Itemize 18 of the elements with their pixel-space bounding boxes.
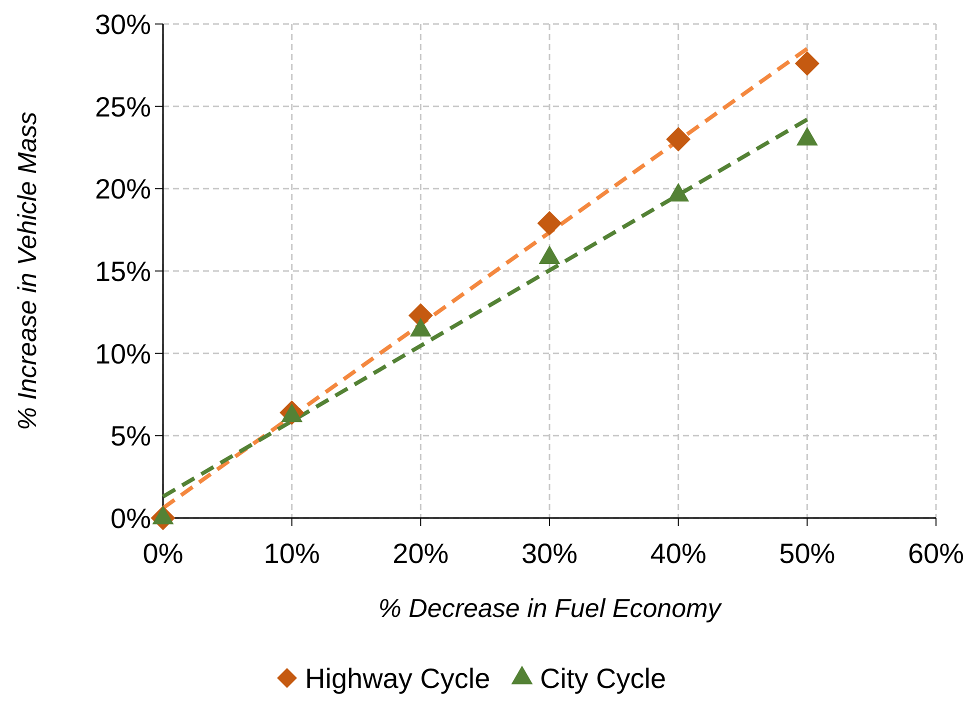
legend-label: City Cycle (540, 663, 666, 694)
y-tick-label: 30% (94, 9, 151, 40)
legend-label: Highway Cycle (305, 663, 490, 694)
x-tick-label: 20% (392, 538, 449, 569)
x-tick-label: 40% (650, 538, 706, 569)
x-tick-label: 60% (908, 538, 964, 569)
x-tick-label: 30% (521, 538, 578, 569)
x-tick-label: 10% (264, 538, 320, 569)
y-tick-label: 5% (110, 420, 151, 452)
x-axis-title: % Decrease in Fuel Economy (378, 593, 723, 623)
y-tick-label: 25% (94, 91, 151, 122)
y-tick-label: 15% (94, 256, 151, 287)
x-tick-label: 0% (142, 538, 184, 569)
y-tick-label: 0% (110, 503, 151, 534)
y-axis-title: % Increase in Vehicle Mass (12, 112, 42, 430)
x-tick-label: 50% (779, 538, 836, 569)
y-tick-label: 10% (94, 338, 151, 370)
y-tick-label: 20% (94, 174, 151, 205)
